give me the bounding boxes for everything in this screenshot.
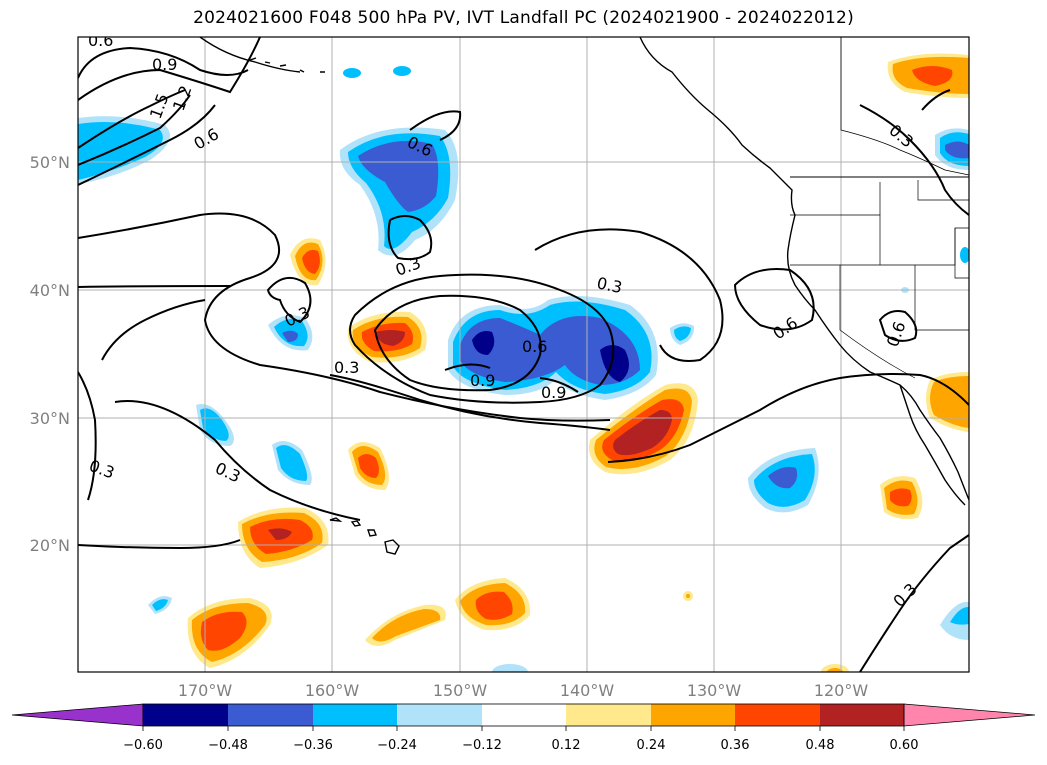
colorbar-bin	[651, 704, 735, 726]
colorbar-frame	[142, 703, 905, 727]
colorbar-label: −0.48	[208, 738, 248, 753]
positive-anomaly	[890, 488, 912, 507]
colorbar: −0.60 −0.48 −0.36 −0.24 −0.12 0.12 0.24 …	[11, 703, 1036, 753]
positive-anomaly	[302, 249, 320, 274]
longitude-axis: 170°W 160°W 150°W 140°W 130°W 120°W	[178, 681, 869, 700]
negative-anomaly	[460, 316, 640, 385]
colorbar-label: −0.60	[123, 738, 163, 753]
positive-anomaly	[372, 609, 441, 642]
positive-anomaly	[376, 330, 405, 346]
lon-label: 170°W	[178, 681, 233, 700]
colorbar-bin	[228, 704, 313, 726]
positive-anomaly	[358, 454, 379, 478]
colorbar-label: 0.36	[721, 738, 750, 753]
lon-label: 140°W	[560, 681, 615, 700]
negative-anomaly	[674, 326, 691, 341]
colorbar-bin	[143, 704, 228, 726]
map-frame	[77, 36, 970, 673]
lon-label: 120°W	[814, 681, 869, 700]
colorbar-bin	[482, 704, 566, 726]
colorbar-extend-low	[11, 703, 144, 727]
colorbar-label: 0.12	[552, 738, 581, 753]
contour-label: 0.9	[470, 371, 495, 390]
colorbar-extend-high	[903, 703, 1036, 727]
negative-anomaly	[945, 141, 969, 159]
negative-anomaly	[393, 66, 411, 76]
positive-anomaly	[912, 66, 953, 86]
negative-anomaly	[950, 606, 969, 625]
lat-label: 30°N	[30, 409, 70, 428]
positive-anomaly	[268, 528, 292, 540]
negative-anomaly	[600, 345, 629, 382]
contour-label: 0.9	[152, 55, 177, 74]
contour-label: 0.3	[334, 358, 359, 377]
contour-label: 0.3	[595, 273, 624, 297]
negative-anomaly	[472, 331, 495, 355]
colorbar-label: −0.24	[377, 738, 417, 753]
negative-anomaly	[768, 467, 798, 489]
positive-anomaly	[200, 611, 247, 651]
negative-anomaly	[282, 330, 298, 342]
positive-anomaly	[613, 410, 672, 456]
colorbar-bin	[735, 704, 820, 726]
lat-label: 40°N	[30, 281, 70, 300]
lon-label: 150°W	[433, 681, 488, 700]
contour-label: 0.6	[522, 337, 547, 356]
negative-anomaly	[276, 445, 308, 481]
colorbar-label: 0.48	[806, 738, 835, 753]
colorbar-ticks	[142, 726, 905, 731]
positive-anomaly	[826, 668, 844, 672]
map-title: 2024021600 F048 500 hPa PV, IVT Landfall…	[193, 8, 854, 28]
lon-label: 130°W	[687, 681, 742, 700]
positive-anomaly	[686, 594, 690, 598]
positive-anomaly	[930, 376, 969, 428]
negative-anomaly	[152, 599, 168, 611]
negative-anomaly	[492, 664, 528, 672]
colorbar-bin	[820, 704, 904, 726]
lon-label: 160°W	[305, 681, 360, 700]
lat-label: 50°N	[30, 153, 70, 172]
contour-label: 0.9	[541, 383, 566, 402]
colorbar-label: 0.60	[890, 738, 919, 753]
latitude-axis: 50°N 40°N 30°N 20°N	[30, 153, 70, 555]
lat-label: 20°N	[30, 536, 70, 555]
negative-anomaly	[960, 247, 969, 263]
negative-anomaly	[358, 140, 439, 212]
contour-label: 0.6	[88, 31, 113, 50]
colorbar-bin	[397, 704, 482, 726]
negative-anomaly	[343, 68, 361, 78]
graticule	[78, 37, 969, 672]
positive-anomaly	[475, 591, 513, 620]
colorbar-bin	[566, 704, 651, 726]
ivt-contours	[78, 37, 969, 672]
colorbar-label: 0.24	[637, 738, 666, 753]
colorbar-label: −0.36	[293, 738, 333, 753]
colorbar-label: −0.12	[462, 738, 502, 753]
colorbar-bin	[313, 704, 397, 726]
